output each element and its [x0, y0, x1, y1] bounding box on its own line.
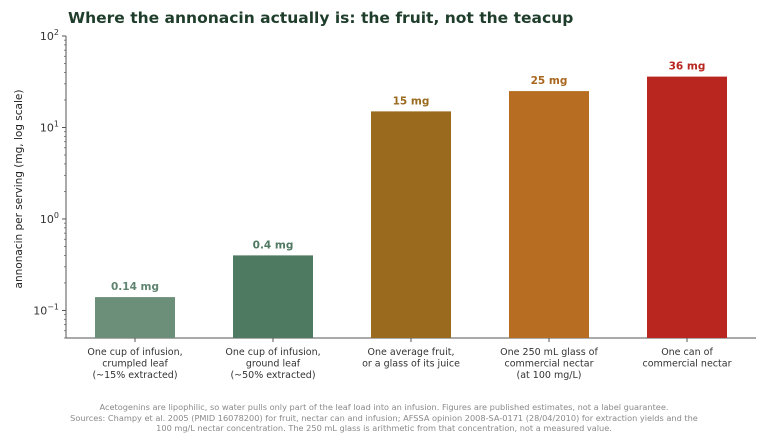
x-tick-label: commercial nectar — [643, 359, 732, 370]
bars: 0.14 mg 0.4 mg 15 mg 25 mg 36 mg — [95, 61, 727, 339]
bar-value-label: 36 mg — [669, 61, 706, 73]
footnote-line: Sources: Champy et al. 2005 (PMID 160782… — [70, 412, 698, 423]
x-tick-label: commercial nectar — [505, 359, 594, 370]
footnote-line: Acetogenins are lipophilic, so water pul… — [99, 402, 669, 412]
x-tick-label: One cup of infusion, — [87, 347, 182, 358]
bar-value-label: 25 mg — [531, 75, 568, 87]
bar-value-label: 0.14 mg — [111, 281, 159, 293]
bar — [509, 91, 589, 339]
x-tick-label: (~50% extracted) — [230, 370, 315, 381]
y-tick-label: 100 — [40, 211, 59, 226]
x-tick-label: One 250 mL glass of — [500, 347, 598, 358]
x-tick-label: or a glass of its juice — [362, 359, 460, 370]
bar — [371, 111, 451, 338]
footnote-line: 100 mg/L nectar concentration. The 250 m… — [156, 423, 612, 433]
x-tick-label: One can of — [661, 347, 713, 358]
bar — [95, 297, 175, 338]
bar-value-label: 0.4 mg — [253, 239, 294, 251]
x-tick-label: ground leaf — [246, 359, 301, 370]
x-tick-label: crumpled leaf — [102, 359, 168, 370]
axes: 102 101 100 10−1 annonacin per serving (mg, … — [13, 28, 756, 381]
bar — [233, 255, 313, 338]
footnote: Acetogenins are lipophilic, so water pul… — [0, 402, 768, 434]
y-tick-label: 102 — [40, 28, 59, 43]
bar-value-label: 15 mg — [393, 95, 430, 107]
y-tick-label: 10−1 — [33, 302, 59, 317]
bar — [647, 76, 727, 338]
x-tick-label: (~15% extracted) — [92, 370, 177, 381]
x-tick-label: One average fruit, — [368, 347, 455, 358]
chart-title: Where the annonacin actually is: the fru… — [68, 9, 574, 27]
x-tick-label: One cup of infusion, — [225, 347, 320, 358]
x-tick-label: (at 100 mg/L) — [517, 370, 582, 381]
bar-chart: 102 101 100 10−1 annonacin per serving (mg, … — [13, 28, 756, 381]
y-axis-label: annonacin per serving (mg, log scale) — [13, 90, 25, 289]
y-tick-label: 101 — [40, 119, 59, 134]
